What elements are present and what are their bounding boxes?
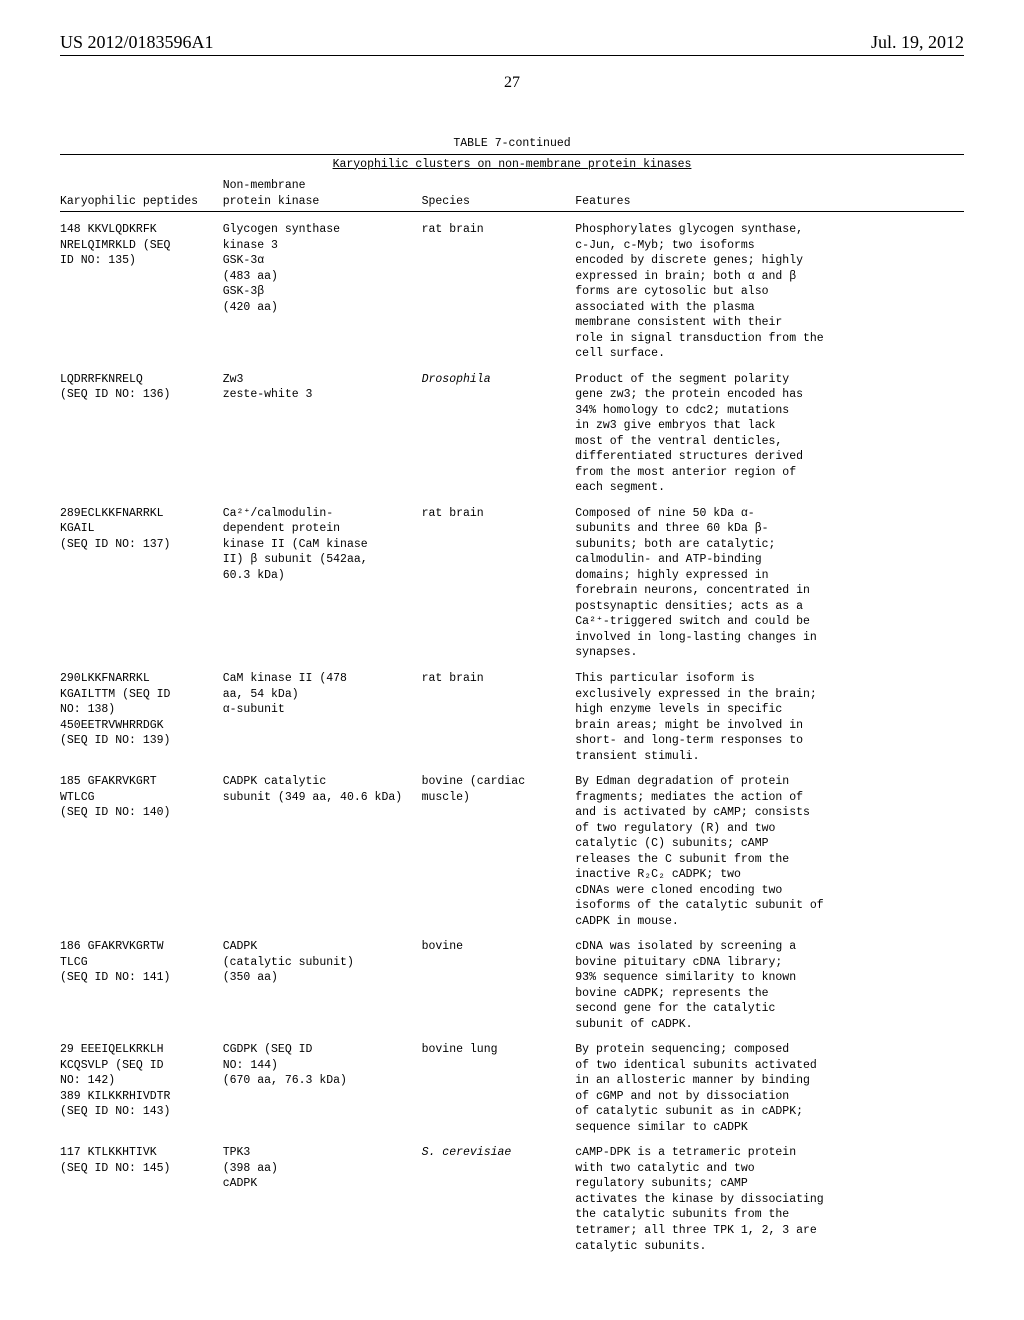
table-row: 290LKKFNARRKL KGAILTTM (SEQ ID NO: 138) … xyxy=(60,661,964,764)
cell-species: rat brain xyxy=(422,212,576,362)
cell-features: By protein sequencing; composed of two i… xyxy=(575,1032,964,1135)
cell-peptides: 186 GFAKRVKGRTW TLCG (SEQ ID NO: 141) xyxy=(60,929,223,1032)
cell-peptides: LQDRRFKNRELQ (SEQ ID NO: 136) xyxy=(60,362,223,496)
table-row: 148 KKVLQDKRFK NRELQIMRKLD (SEQ ID NO: 1… xyxy=(60,212,964,362)
table-7: TABLE 7-continued Karyophilic clusters o… xyxy=(60,136,964,1254)
cell-features: Phosphorylates glycogen synthase, c-Jun,… xyxy=(575,212,964,362)
cell-features: Product of the segment polarity gene zw3… xyxy=(575,362,964,496)
cell-peptides: 290LKKFNARRKL KGAILTTM (SEQ ID NO: 138) … xyxy=(60,661,223,764)
col-kinase-bot: protein kinase xyxy=(223,195,320,208)
cell-peptides: 117 KTLKKHTIVK (SEQ ID NO: 145) xyxy=(60,1135,223,1254)
cell-species: rat brain xyxy=(422,661,576,764)
table-row: 186 GFAKRVKGRTW TLCG (SEQ ID NO: 141) CA… xyxy=(60,929,964,1032)
table-caption: TABLE 7-continued xyxy=(60,136,964,152)
cell-kinase: CADPK catalytic subunit (349 aa, 40.6 kD… xyxy=(223,764,422,929)
cell-peptides: 289ECLKKFNARRKL KGAIL (SEQ ID NO: 137) xyxy=(60,496,223,661)
page-header: US 2012/0183596A1 Jul. 19, 2012 xyxy=(60,32,964,56)
col-features: Features xyxy=(575,178,964,212)
cell-kinase: Glycogen synthase kinase 3 GSK-3α (483 a… xyxy=(223,212,422,362)
kinase-table: Karyophilic peptides Non-membrane protein… xyxy=(60,178,964,1254)
patent-date: Jul. 19, 2012 xyxy=(871,32,964,53)
cell-kinase: CADPK (catalytic subunit) (350 aa) xyxy=(223,929,422,1032)
table-row: 289ECLKKFNARRKL KGAIL (SEQ ID NO: 137) C… xyxy=(60,496,964,661)
cell-species: rat brain xyxy=(422,496,576,661)
cell-features: By Edman degradation of protein fragment… xyxy=(575,764,964,929)
cell-species: bovine (cardiac muscle) xyxy=(422,764,576,929)
cell-species: Drosophila xyxy=(422,362,576,496)
cell-features: cDNA was isolated by screening a bovine … xyxy=(575,929,964,1032)
cell-features: This particular isoform is exclusively e… xyxy=(575,661,964,764)
col-peptides: Karyophilic peptides xyxy=(60,178,223,212)
cell-kinase: TPK3 (398 aa) cADPK xyxy=(223,1135,422,1254)
table-row: 185 GFAKRVKGRT WTLCG (SEQ ID NO: 140) CA… xyxy=(60,764,964,929)
cell-peptides: 29 EEEIQELKRKLH KCQSVLP (SEQ ID NO: 142)… xyxy=(60,1032,223,1135)
table-subtitle: Karyophilic clusters on non-membrane pro… xyxy=(60,155,964,179)
cell-kinase: CGDPK (SEQ ID NO: 144) (670 aa, 76.3 kDa… xyxy=(223,1032,422,1135)
cell-species: bovine xyxy=(422,929,576,1032)
cell-kinase: Ca²⁺/calmodulin- dependent protein kinas… xyxy=(223,496,422,661)
patent-number: US 2012/0183596A1 xyxy=(60,32,214,53)
page-number: 27 xyxy=(60,74,964,92)
table-body: 148 KKVLQDKRFK NRELQIMRKLD (SEQ ID NO: 1… xyxy=(60,212,964,1254)
cell-features: Composed of nine 50 kDa α- subunits and … xyxy=(575,496,964,661)
table-row: 29 EEEIQELKRKLH KCQSVLP (SEQ ID NO: 142)… xyxy=(60,1032,964,1135)
col-species: Species xyxy=(422,178,576,212)
cell-kinase: CaM kinase II (478 aa, 54 kDa) α-subunit xyxy=(223,661,422,764)
cell-species: S. cerevisiae xyxy=(422,1135,576,1254)
cell-peptides: 148 KKVLQDKRFK NRELQIMRKLD (SEQ ID NO: 1… xyxy=(60,212,223,362)
col-kinase-top: Non-membrane xyxy=(223,179,306,192)
table-header-row: Karyophilic peptides Non-membrane protein… xyxy=(60,178,964,212)
cell-peptides: 185 GFAKRVKGRT WTLCG (SEQ ID NO: 140) xyxy=(60,764,223,929)
cell-kinase: Zw3 zeste-white 3 xyxy=(223,362,422,496)
table-row: LQDRRFKNRELQ (SEQ ID NO: 136) Zw3 zeste-… xyxy=(60,362,964,496)
table-row: 117 KTLKKHTIVK (SEQ ID NO: 145) TPK3 (39… xyxy=(60,1135,964,1254)
col-kinase: Non-membrane protein kinase xyxy=(223,178,422,212)
cell-species: bovine lung xyxy=(422,1032,576,1135)
page: US 2012/0183596A1 Jul. 19, 2012 27 TABLE… xyxy=(0,0,1024,1320)
cell-features: cAMP-DPK is a tetrameric protein with tw… xyxy=(575,1135,964,1254)
